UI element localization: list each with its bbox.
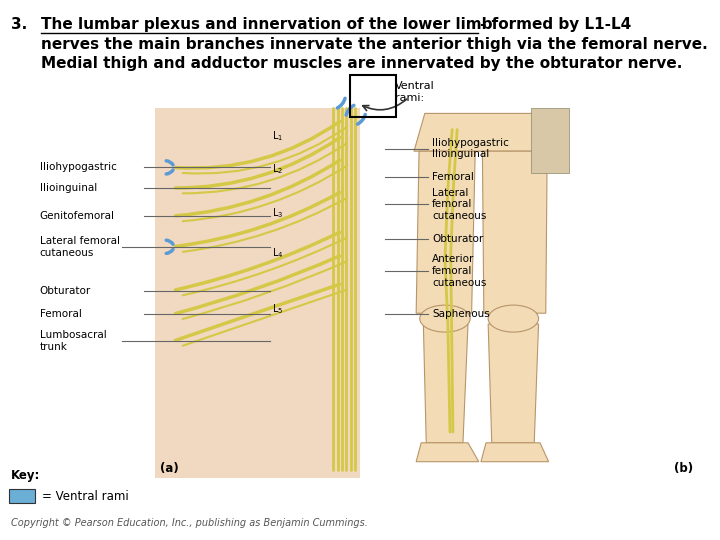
Text: Femoral: Femoral <box>432 172 474 182</box>
Text: The lumbar plexus and innervation of the lower limb: The lumbar plexus and innervation of the… <box>41 17 492 32</box>
Text: Medial thigh and adductor muscles are innervated by the obturator nerve.: Medial thigh and adductor muscles are in… <box>41 56 683 71</box>
Text: Lumbosacral
trunk: Lumbosacral trunk <box>40 330 107 352</box>
Text: Copyright © Pearson Education, Inc., publishing as Benjamin Cummings.: Copyright © Pearson Education, Inc., pub… <box>11 518 368 528</box>
Text: L$_1$: L$_1$ <box>272 129 283 143</box>
Text: Femoral: Femoral <box>40 309 81 319</box>
Text: 3.: 3. <box>11 17 37 32</box>
Text: Genitofemoral: Genitofemoral <box>40 211 114 221</box>
Text: L$_2$: L$_2$ <box>272 163 283 177</box>
Text: Lateral femoral
cutaneous: Lateral femoral cutaneous <box>40 236 120 258</box>
Polygon shape <box>423 324 468 443</box>
Polygon shape <box>481 443 549 462</box>
Text: Obturator: Obturator <box>40 286 91 295</box>
Polygon shape <box>416 443 479 462</box>
Text: Ventral
rami:: Ventral rami: <box>395 81 434 103</box>
Ellipse shape <box>420 305 470 332</box>
Text: (a): (a) <box>160 462 179 475</box>
Text: Anterior
femoral
cutaneous: Anterior femoral cutaneous <box>432 254 487 288</box>
Text: L$_5$: L$_5$ <box>272 302 284 316</box>
Text: - formed by L1-L4: - formed by L1-L4 <box>480 17 631 32</box>
Polygon shape <box>416 151 475 313</box>
FancyBboxPatch shape <box>155 108 360 478</box>
Polygon shape <box>482 151 547 313</box>
Text: = Ventral rami: = Ventral rami <box>42 490 128 503</box>
Text: Saphenous: Saphenous <box>432 309 490 319</box>
Polygon shape <box>488 324 539 443</box>
Text: Lateral
femoral
cutaneous: Lateral femoral cutaneous <box>432 187 487 221</box>
Polygon shape <box>414 113 562 151</box>
Text: L$_3$: L$_3$ <box>272 206 284 220</box>
Text: L$_4$: L$_4$ <box>272 246 284 260</box>
FancyBboxPatch shape <box>9 489 35 503</box>
Text: nerves the main branches innervate the anterior thigh via the femoral nerve.: nerves the main branches innervate the a… <box>41 37 708 52</box>
Text: Key:: Key: <box>11 469 40 482</box>
Text: Ilioinguinal: Ilioinguinal <box>40 183 97 193</box>
Polygon shape <box>531 108 569 173</box>
Text: Iliohypogastric: Iliohypogastric <box>40 163 117 172</box>
Text: (b): (b) <box>673 462 693 475</box>
Ellipse shape <box>488 305 539 332</box>
Text: Obturator: Obturator <box>432 234 483 244</box>
Text: Iliohypogastric
Ilioinguinal: Iliohypogastric Ilioinguinal <box>432 138 509 159</box>
